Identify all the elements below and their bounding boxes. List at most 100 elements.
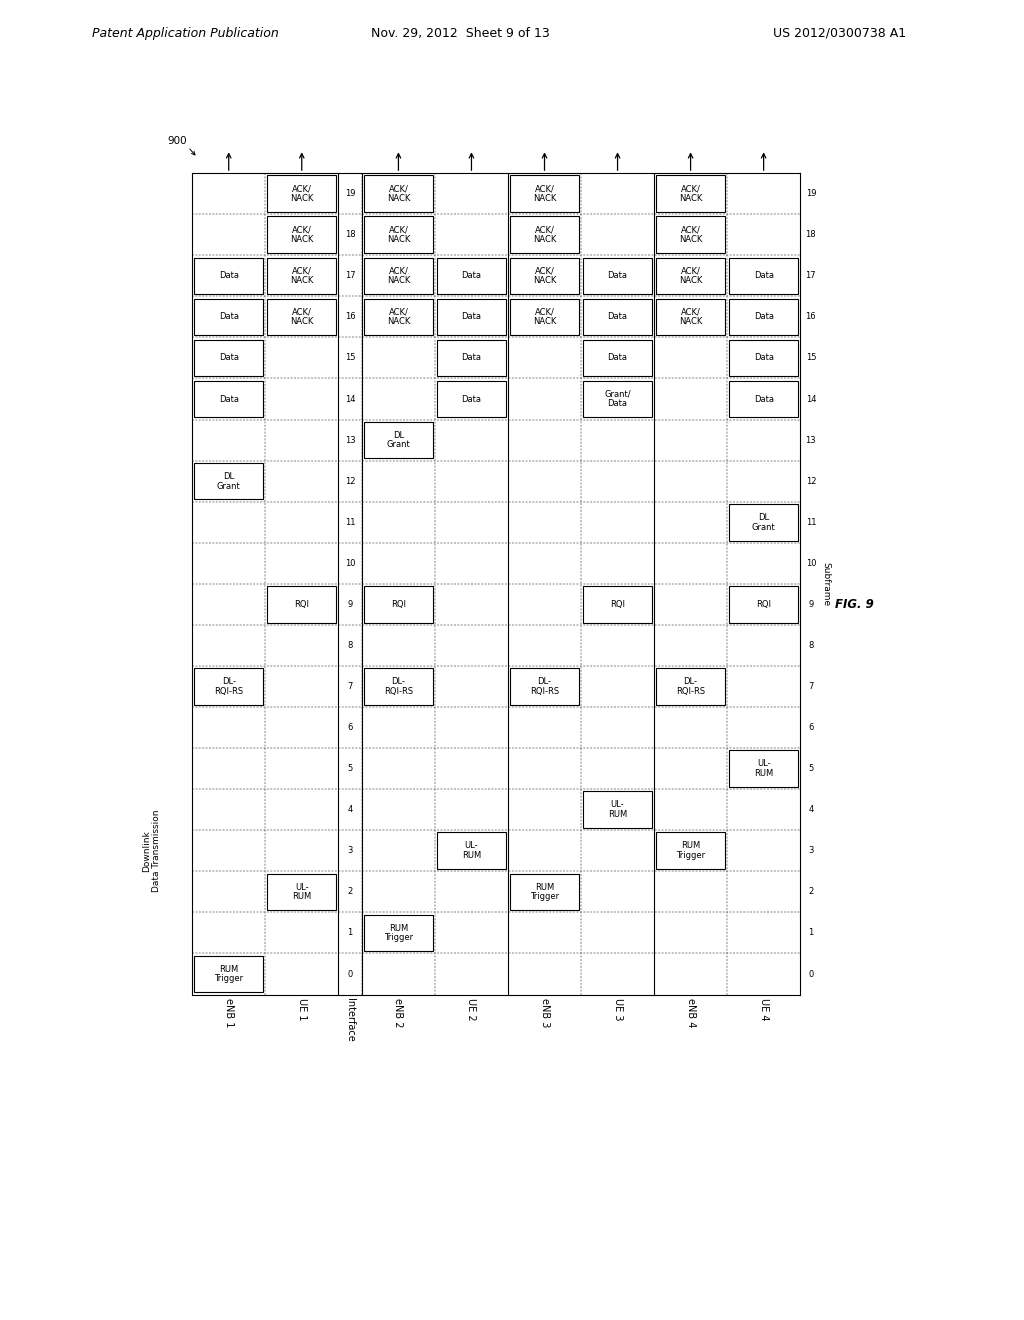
FancyBboxPatch shape	[584, 380, 652, 417]
Text: Interface: Interface	[345, 998, 355, 1041]
FancyBboxPatch shape	[584, 792, 652, 828]
Text: eNB 4: eNB 4	[686, 998, 695, 1027]
FancyBboxPatch shape	[656, 257, 725, 294]
Text: eNB 1: eNB 1	[223, 998, 233, 1027]
FancyBboxPatch shape	[510, 668, 579, 705]
FancyBboxPatch shape	[584, 298, 652, 335]
Text: ACK/
NACK: ACK/ NACK	[387, 308, 411, 326]
Text: UL-
RUM: UL- RUM	[754, 759, 773, 777]
Text: UL-
RUM: UL- RUM	[462, 841, 481, 861]
Text: Data: Data	[462, 313, 481, 321]
Text: ACK/
NACK: ACK/ NACK	[387, 185, 411, 203]
Text: 0: 0	[808, 969, 813, 978]
Text: 4: 4	[347, 805, 352, 814]
FancyBboxPatch shape	[195, 463, 263, 499]
Text: 9: 9	[808, 599, 813, 609]
Text: ACK/
NACK: ACK/ NACK	[532, 185, 556, 203]
Text: 12: 12	[806, 477, 816, 486]
Text: ACK/
NACK: ACK/ NACK	[679, 267, 702, 285]
Text: Data: Data	[607, 313, 628, 321]
Text: Data: Data	[219, 313, 239, 321]
Text: ACK/
NACK: ACK/ NACK	[532, 267, 556, 285]
Text: Grant/
Data: Grant/ Data	[604, 389, 631, 408]
Text: Data: Data	[754, 395, 773, 404]
Text: 18: 18	[806, 230, 816, 239]
Text: Data: Data	[607, 272, 628, 280]
Text: 7: 7	[347, 682, 353, 690]
Text: ACK/
NACK: ACK/ NACK	[532, 308, 556, 326]
Text: Patent Application Publication: Patent Application Publication	[92, 26, 279, 40]
FancyBboxPatch shape	[584, 257, 652, 294]
Text: ACK/
NACK: ACK/ NACK	[290, 185, 313, 203]
Text: ACK/
NACK: ACK/ NACK	[532, 226, 556, 244]
FancyBboxPatch shape	[584, 339, 652, 376]
FancyBboxPatch shape	[365, 422, 433, 458]
Text: ACK/
NACK: ACK/ NACK	[290, 308, 313, 326]
Text: Subframe: Subframe	[821, 562, 830, 606]
Text: 6: 6	[808, 723, 814, 733]
Text: 17: 17	[345, 272, 355, 280]
FancyBboxPatch shape	[267, 586, 336, 623]
Text: RQI: RQI	[391, 599, 406, 609]
Text: DL
Grant: DL Grant	[752, 513, 775, 532]
Text: Data: Data	[462, 354, 481, 363]
Text: DL
Grant: DL Grant	[217, 471, 241, 491]
Text: 15: 15	[806, 354, 816, 363]
FancyBboxPatch shape	[267, 216, 336, 253]
Text: Downlink
Data Transmission: Downlink Data Transmission	[141, 809, 161, 892]
Text: UL-
RUM: UL- RUM	[292, 883, 311, 902]
Text: 16: 16	[806, 313, 816, 321]
FancyBboxPatch shape	[365, 176, 433, 213]
Text: RQI: RQI	[294, 599, 309, 609]
Text: DL-
RQI-RS: DL- RQI-RS	[384, 677, 413, 696]
Text: eNB 3: eNB 3	[540, 998, 550, 1027]
Text: Data: Data	[219, 354, 239, 363]
Text: FIG. 9: FIG. 9	[835, 598, 873, 611]
FancyBboxPatch shape	[729, 339, 798, 376]
Text: UE 1: UE 1	[297, 998, 307, 1020]
FancyBboxPatch shape	[437, 380, 506, 417]
Text: Data: Data	[754, 313, 773, 321]
Text: 10: 10	[345, 558, 355, 568]
Text: Nov. 29, 2012  Sheet 9 of 13: Nov. 29, 2012 Sheet 9 of 13	[372, 26, 550, 40]
FancyBboxPatch shape	[195, 668, 263, 705]
Text: 900: 900	[167, 136, 186, 145]
Text: 10: 10	[806, 558, 816, 568]
FancyBboxPatch shape	[195, 956, 263, 993]
Text: Data: Data	[219, 395, 239, 404]
FancyBboxPatch shape	[510, 298, 579, 335]
FancyBboxPatch shape	[437, 339, 506, 376]
FancyBboxPatch shape	[365, 298, 433, 335]
Text: 8: 8	[808, 642, 814, 649]
Text: 6: 6	[347, 723, 353, 733]
FancyBboxPatch shape	[729, 504, 798, 540]
FancyBboxPatch shape	[195, 339, 263, 376]
FancyBboxPatch shape	[584, 586, 652, 623]
Text: 1: 1	[347, 928, 352, 937]
Text: 19: 19	[806, 189, 816, 198]
Text: 11: 11	[345, 517, 355, 527]
Text: UL-
RUM: UL- RUM	[608, 800, 627, 820]
Text: RUM
Trigger: RUM Trigger	[676, 841, 706, 861]
Text: RUM
Trigger: RUM Trigger	[384, 924, 413, 942]
FancyBboxPatch shape	[267, 257, 336, 294]
FancyBboxPatch shape	[510, 176, 579, 213]
Text: 3: 3	[347, 846, 353, 855]
FancyBboxPatch shape	[365, 257, 433, 294]
Text: Data: Data	[219, 272, 239, 280]
FancyBboxPatch shape	[656, 176, 725, 213]
Text: ACK/
NACK: ACK/ NACK	[290, 226, 313, 244]
Text: ACK/
NACK: ACK/ NACK	[679, 226, 702, 244]
Text: Data: Data	[462, 395, 481, 404]
Text: 13: 13	[345, 436, 355, 445]
Text: 4: 4	[808, 805, 813, 814]
Text: RUM
Trigger: RUM Trigger	[214, 965, 244, 983]
Text: 16: 16	[345, 313, 355, 321]
Text: 9: 9	[347, 599, 352, 609]
Text: 13: 13	[806, 436, 816, 445]
Text: Data: Data	[607, 354, 628, 363]
Text: ACK/
NACK: ACK/ NACK	[290, 267, 313, 285]
FancyBboxPatch shape	[729, 750, 798, 787]
FancyBboxPatch shape	[656, 833, 725, 869]
FancyBboxPatch shape	[656, 216, 725, 253]
